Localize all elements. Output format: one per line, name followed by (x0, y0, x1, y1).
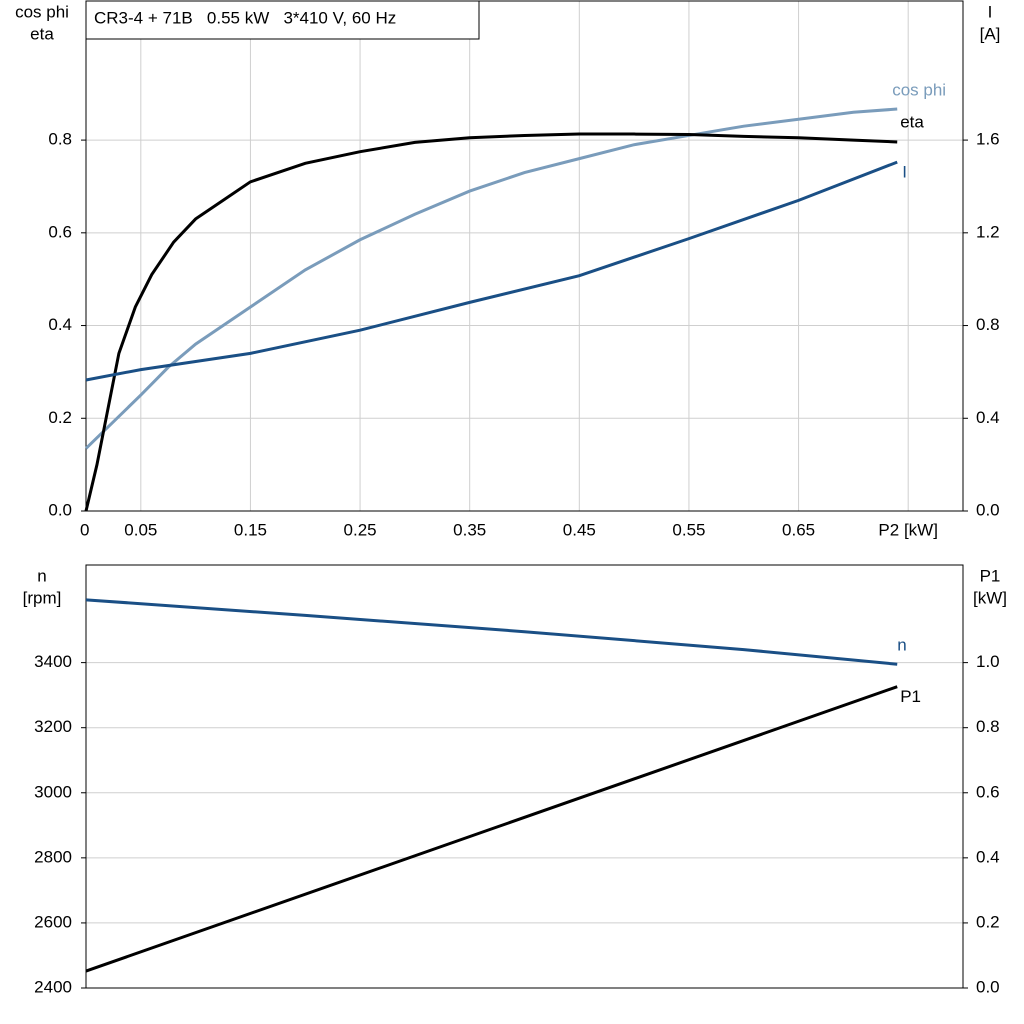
x-tick-label: 0.05 (124, 520, 157, 539)
x-tick-label: 0.25 (344, 520, 377, 539)
y2-tick-label: 1.2 (976, 222, 1000, 241)
y2-tick-label: 0.6 (976, 782, 1000, 801)
series-label: n (897, 636, 906, 655)
y2-tick-label: 1.6 (976, 130, 1000, 149)
y2-tick-label: 1.0 (976, 652, 1000, 671)
y-tick-label: 2800 (34, 847, 72, 866)
y2-axis-label: P1 (980, 566, 1001, 585)
y2-tick-label: 0.4 (976, 847, 1000, 866)
y2-tick-label: 0.2 (976, 912, 1000, 931)
series-line (84, 107, 898, 450)
x-tick-label: 0.35 (453, 520, 486, 539)
chart-title: CR3-4 + 71B 0.55 kW 3*410 V, 60 Hz (94, 8, 396, 27)
y2-axis-label: [A] (980, 24, 1001, 43)
title-box (85, 0, 480, 40)
y-axis-label: n (37, 566, 46, 585)
y-tick-label: 0.6 (48, 222, 72, 241)
y2-axis-label: [kW] (973, 588, 1007, 607)
series-label: eta (900, 112, 924, 131)
series-label: cos phi (892, 81, 946, 100)
x-tick-label: P2 [kW] (878, 520, 938, 539)
series-line (84, 132, 898, 512)
y2-tick-label: 0.0 (976, 500, 1000, 519)
y2-tick-label: 0.0 (976, 977, 1000, 996)
y-tick-label: 0.0 (48, 500, 72, 519)
y-tick-label: 0.8 (48, 130, 72, 149)
y-axis-label: cos phi (15, 2, 69, 21)
y-axis-label: [rpm] (23, 588, 62, 607)
x-tick-label: 0.45 (563, 520, 596, 539)
x-tick-label: 0.15 (234, 520, 267, 539)
series-line (85, 685, 898, 973)
series-line (85, 160, 898, 382)
y2-axis-label: I (988, 2, 993, 21)
y-tick-label: 0.2 (48, 408, 72, 427)
y-tick-label: 2600 (34, 912, 72, 931)
y-tick-label: 2400 (34, 977, 72, 996)
x-tick-label: 0.55 (672, 520, 705, 539)
y-tick-label: 3000 (34, 782, 72, 801)
x-tick-label: 0.65 (782, 520, 815, 539)
series-label: I (902, 163, 907, 182)
plot-frame (85, 0, 964, 512)
y2-tick-label: 0.4 (976, 408, 1000, 427)
plot-frame (85, 564, 964, 989)
y-tick-label: 3400 (34, 652, 72, 671)
y2-tick-label: 0.8 (976, 315, 1000, 334)
y-axis-label: eta (30, 24, 54, 43)
x-tick-label: 0 (80, 520, 89, 539)
y-tick-label: 0.4 (48, 315, 72, 334)
y-tick-label: 3200 (34, 717, 72, 736)
y2-tick-label: 0.8 (976, 717, 1000, 736)
series-label: P1 (900, 687, 921, 706)
series-line (85, 598, 898, 666)
